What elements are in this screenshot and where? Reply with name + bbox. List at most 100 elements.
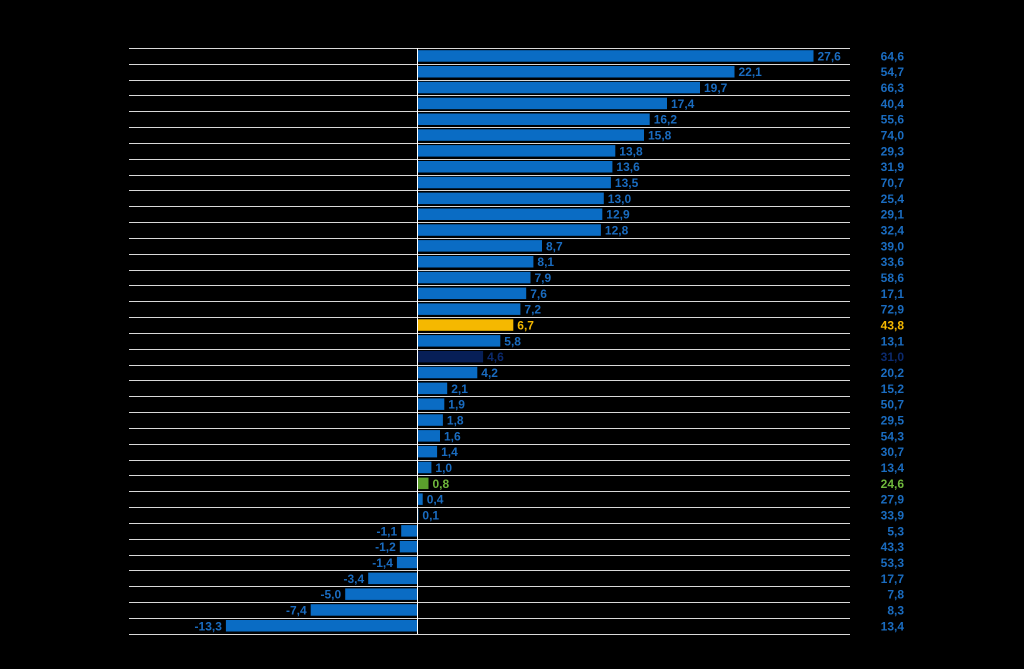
bar-value-label: 1,8 xyxy=(447,414,464,428)
side-value-label: 29,5 xyxy=(881,414,905,428)
side-value-label: 53,3 xyxy=(881,556,905,570)
side-value-label: 29,3 xyxy=(881,144,905,158)
bar xyxy=(417,366,478,379)
bar xyxy=(417,129,644,141)
bar-value-label: 12,8 xyxy=(605,224,629,238)
bar-value-label: 7,6 xyxy=(530,287,547,301)
side-value-label: 31,9 xyxy=(881,160,905,174)
bar-value-label: 0,8 xyxy=(433,477,450,491)
value-labels: 27,6 22,1 19,7 17,4 16,2 15,8 13,8 13,6 13,5 13,0… xyxy=(195,49,842,633)
bar-value-label: 0,1 xyxy=(422,509,439,523)
bar xyxy=(417,66,735,78)
bar-value-label: 6,7 xyxy=(517,319,534,333)
bar xyxy=(401,525,417,537)
side-value-label: 54,7 xyxy=(881,65,905,79)
side-value-label: 64,6 xyxy=(881,49,905,63)
bar xyxy=(417,208,603,220)
side-value-label: 32,4 xyxy=(881,224,905,238)
bar-value-label: -5,0 xyxy=(321,588,342,602)
side-value-label: 54,3 xyxy=(881,429,905,443)
side-value-label: 39,0 xyxy=(881,239,905,253)
side-value-label: 8,3 xyxy=(887,604,904,618)
bar-value-label: 4,2 xyxy=(481,366,498,380)
bar-value-label: 22,1 xyxy=(739,65,763,79)
side-value-label: 13,4 xyxy=(881,461,905,475)
bar xyxy=(417,161,613,173)
bar xyxy=(417,224,601,236)
bar xyxy=(417,113,650,125)
bar xyxy=(417,350,484,363)
side-value-label: 29,1 xyxy=(881,208,905,222)
side-value-label: 20,2 xyxy=(881,366,905,380)
bar-value-label: 13,5 xyxy=(615,176,639,190)
bar-value-label: 5,8 xyxy=(504,334,521,348)
bar-value-label: 12,9 xyxy=(606,208,630,222)
bar-value-label: 1,6 xyxy=(444,429,461,443)
bars xyxy=(225,50,814,632)
bar-value-label: -3,4 xyxy=(344,572,365,586)
bar xyxy=(417,256,534,268)
bar xyxy=(417,398,445,410)
bar xyxy=(417,287,527,300)
bar xyxy=(396,556,417,569)
bar xyxy=(417,50,814,62)
bar xyxy=(417,445,438,458)
bar-value-label: 13,8 xyxy=(619,144,643,158)
side-value-label: 25,4 xyxy=(881,192,905,206)
gridlines xyxy=(129,48,850,635)
bar-value-label: 7,2 xyxy=(524,303,541,317)
side-value-label: 43,8 xyxy=(881,319,905,333)
bar xyxy=(417,493,423,505)
side-value-label: 31,0 xyxy=(881,350,905,364)
bar-value-label: 0,4 xyxy=(427,493,444,507)
bar xyxy=(345,588,417,600)
side-value-label: 17,7 xyxy=(881,572,905,586)
bar xyxy=(417,303,521,315)
side-value-label: 33,6 xyxy=(881,255,905,269)
side-value-label: 74,0 xyxy=(881,129,905,143)
bar xyxy=(417,271,531,284)
bar-value-label: 17,4 xyxy=(671,97,695,111)
bar xyxy=(310,604,417,616)
bar xyxy=(417,430,440,442)
side-value-label: 66,3 xyxy=(881,81,905,95)
bar-value-label: 7,9 xyxy=(535,271,552,285)
bar-value-label: -1,4 xyxy=(372,556,393,570)
bar-value-label: 27,6 xyxy=(818,49,842,63)
bar-value-label: 13,0 xyxy=(608,192,632,206)
bar-value-label: 8,7 xyxy=(546,239,563,253)
side-value-label: 55,6 xyxy=(881,113,905,127)
bar-value-label: 2,1 xyxy=(451,382,468,396)
bar xyxy=(417,192,604,205)
bar-value-label: 4,6 xyxy=(487,350,504,364)
bar-value-label: 15,8 xyxy=(648,129,672,143)
bar-value-label: -1,2 xyxy=(375,540,396,554)
side-value-label: 13,4 xyxy=(881,619,905,633)
bar-value-label: -13,3 xyxy=(195,619,223,633)
side-value-label: 17,1 xyxy=(881,287,905,301)
side-value-label: 15,2 xyxy=(881,382,905,396)
bar xyxy=(225,620,417,632)
side-value-label: 30,7 xyxy=(881,445,905,459)
side-labels: 64,6 54,7 66,3 40,4 55,6 74,029,3 31,9 70,7 25,4… xyxy=(881,49,905,633)
bar xyxy=(417,461,432,474)
side-value-label: 40,4 xyxy=(881,97,905,111)
side-value-label: 5,3 xyxy=(887,524,904,538)
side-value-label: 70,7 xyxy=(881,176,905,190)
bar-value-label: 1,9 xyxy=(448,398,465,412)
side-value-label: 27,9 xyxy=(881,493,905,507)
bar xyxy=(417,319,514,331)
side-value-label: 58,6 xyxy=(881,271,905,285)
bar xyxy=(417,145,616,157)
bar xyxy=(417,97,667,110)
side-value-label: 72,9 xyxy=(881,303,905,317)
bar-value-label: 8,1 xyxy=(537,255,554,269)
side-value-label: 24,6 xyxy=(881,477,905,491)
bar-value-label: 13,6 xyxy=(616,160,640,174)
bar xyxy=(417,382,448,395)
bar xyxy=(417,240,542,252)
bar xyxy=(399,540,417,553)
bar-value-label: 1,4 xyxy=(441,445,458,459)
bar xyxy=(417,176,611,189)
